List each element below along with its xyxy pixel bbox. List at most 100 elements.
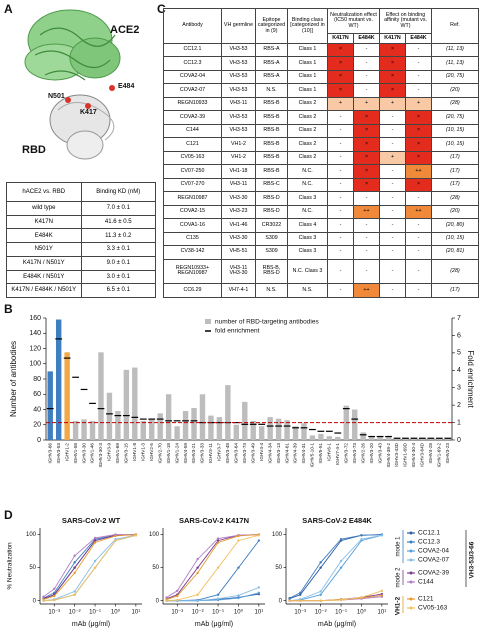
x-tick-label: IGHV1-58 [73,443,78,464]
table-row: REGN10933 VH3-11 RBS-B Class 2 + + + + (28) [163,96,480,112]
x-tick-label: 10⁻³ [294,610,306,616]
table-row: wild type 7.0 ± 0.1 [6,201,156,216]
x-tick-label: IGHV3-13 [276,443,281,464]
y2-axis-title: Fold enrichment [466,350,475,408]
data-point [73,571,76,575]
table-cell: - [379,110,406,125]
table-cell: RBS-A [255,42,288,58]
data-point [73,566,76,569]
table-cell: - [327,191,354,206]
x-tick-label: IGHV3-66 [47,443,52,464]
table-cell: COVA2-15 [163,204,222,220]
bar [140,420,146,440]
neutralization-curve [43,534,136,600]
x-tick-label: IGHV4-30-4 [411,443,416,468]
table-cell: RBS-B [255,137,288,152]
neutralization-curve [289,534,382,599]
data-point [237,539,240,542]
table-row: hACE2 vs. RBD Binding KD (nM) [6,182,156,202]
table-cell: K417N / E484K / N501Y [6,283,82,298]
x-tick-label: IGHV1-2 [64,443,69,461]
bar [368,436,375,440]
data-point [196,599,199,602]
y-tick-label: 0 [37,437,41,444]
structure-label: N501 [48,93,65,100]
table-cell: RBS-B, RBS-D [255,258,288,285]
x-tick-label: 10⁰ [234,609,244,616]
table-cell: (28) [431,96,480,112]
table-row: CC12.3 VH3-53 RBS-A Class 1 × - × - (11, 13) [163,56,480,71]
x-axis-title: mAb (μg/ml) [72,621,110,628]
bar [199,394,206,440]
table-cell: Class 2 [287,150,328,166]
x-tick-label: IGHV4-39 [293,443,298,464]
table-cell: Class 3 [287,245,328,260]
table-cell: CC12.3 [163,56,222,71]
bar [250,420,256,440]
neutralization-curve [43,534,136,599]
y-tick-label: 50 [275,565,282,571]
table-cell: - [353,42,380,58]
table-cell: N.S. [255,83,288,98]
panel-letter: A [4,2,13,16]
data-point [237,594,240,597]
table-cell: - [353,191,380,206]
x-tick-label: IGHV1-46 [90,443,95,464]
legend-swatch [205,319,211,324]
data-point [93,541,97,544]
table-cell: × [404,150,433,166]
data-point [319,599,322,602]
table-cell: VH3-11 [221,96,256,112]
data-point [339,559,343,563]
data-point [380,589,384,592]
bar [191,407,197,440]
table-header: VH germline [221,8,256,44]
bar [157,413,163,440]
table-cell: - [379,164,406,179]
table-row: COVA2-15 VH3-23 RBS-D N.C. - ++ - ++ (20) [163,204,480,220]
table-cell: N.S. [255,283,288,298]
table-cell: E484K [6,228,82,244]
x-tick-label: 10⁻² [315,610,327,616]
data-point [339,566,343,569]
x-tick-label: IGHV7-4-1 [335,443,340,465]
data-point [73,554,76,557]
data-point [319,590,322,593]
table-row: Antibody VH germline Epitope categorized i… [163,8,480,44]
legend-label: COVA2-39 [418,570,449,577]
x-tick-label: 10¹ [378,610,387,616]
bar [326,436,333,440]
table-cell: 9.0 ± 0.1 [80,255,156,271]
x-tick-label: IGHV1-18 [166,443,171,464]
table-cell: × [379,83,406,98]
data-point [360,534,363,537]
table-cell: - [327,283,354,298]
table-cell: (20, 75) [431,69,480,85]
table-cell: RBS-D [255,191,288,206]
x-tick-label: IGHV1-3 [140,443,145,461]
legend-label: COVA2-04 [418,548,449,555]
table-cell: VH1-18 [221,164,256,179]
table-cell: ++ [404,164,433,179]
panel-letter: D [4,508,13,522]
group-label: VH1-2 [395,596,402,615]
table-cell: Class 1 [287,42,328,58]
table-cell: - [379,137,406,152]
table-cell: ++ [353,204,380,220]
legend-label: C121 [418,596,434,603]
table-header: Binding KD (nM) [80,182,156,202]
table-header: Binding class [categorized in (10)] [287,8,328,44]
table-subheader: E484K [353,33,380,44]
bar [284,420,290,440]
y-tick-label: 100 [26,532,37,538]
table-cell: - [353,69,380,85]
table-cell: - [327,258,354,285]
table-cell: VH7-4-1 [221,283,256,298]
neutralization-curve [166,534,259,598]
table-cell: (17) [431,283,480,298]
x-tick-label: IGHV3-21 [191,443,196,464]
x-tick-label: IGHV4-28 [428,443,433,464]
table-cell: - [379,258,406,285]
neutralization-curve [43,534,136,600]
table-cell: RBS-A [255,56,288,71]
